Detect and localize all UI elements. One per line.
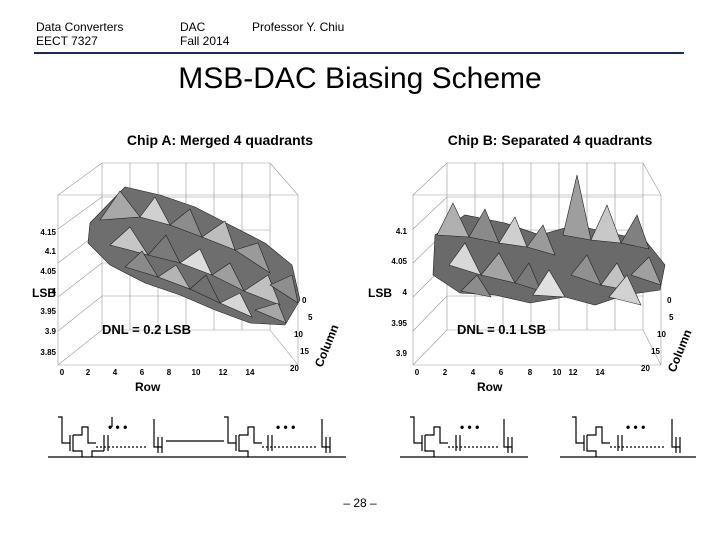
plot-a-dnl: DNL = 0.2 LSB: [102, 322, 191, 337]
x-tick: 6: [499, 368, 504, 377]
x-tick: 12: [569, 368, 578, 377]
x-tick: 14: [246, 368, 255, 377]
y-tick: 10: [294, 330, 303, 339]
topic-info: DAC Fall 2014: [180, 20, 229, 48]
x-tick: 2: [443, 368, 448, 377]
x-tick: 10: [553, 368, 562, 377]
x-tick: 2: [86, 368, 91, 377]
plot-chip-b: Chip B: Separated 4 quadrants: [365, 125, 695, 400]
circuit-merged: • • • • • •: [48, 405, 348, 468]
circuit-separated-wiring: [400, 416, 696, 458]
x-tick: 0: [415, 368, 420, 377]
plot-b-ylabel: Column: [665, 327, 695, 374]
header-divider: [34, 52, 684, 54]
y-tick: 0: [302, 296, 307, 305]
plot-chip-a: Chip A: Merged 4 quadrants: [30, 125, 360, 400]
ellipsis: • • •: [626, 420, 645, 434]
y-tick: 10: [657, 330, 666, 339]
z-tick: 3.9: [396, 349, 408, 358]
z-tick: 3.95: [40, 307, 56, 316]
plot-a-xlabel: Row: [135, 380, 161, 394]
z-tick: 4.15: [40, 228, 56, 237]
z-tick: 3.95: [391, 319, 407, 328]
page-number: – 28 –: [343, 496, 377, 510]
plot-a-xticks: 0 2 4 6 8 10 12 14: [60, 368, 255, 377]
plot-b-title: Chip B: Separated 4 quadrants: [448, 132, 653, 148]
z-tick: 4: [403, 288, 408, 297]
plot-b-zlabel: LSB: [368, 286, 392, 300]
circuit-merged-wiring: [48, 416, 346, 458]
plot-b-xticks: 0 2 4 6 8 10 12 14: [415, 368, 605, 377]
plot-b-xlabel: Row: [477, 380, 503, 394]
plot-b-yticks: 0 5 10 15 20: [641, 296, 674, 373]
x-tick: 14: [596, 368, 605, 377]
x-tick: 0: [60, 368, 65, 377]
circuit-separated: • • • • • •: [400, 405, 700, 468]
y-tick: 20: [641, 364, 650, 373]
author: Professor Y. Chiu: [252, 20, 345, 34]
y-tick: 15: [300, 347, 309, 356]
z-tick: 3.9: [45, 327, 57, 336]
plot-a-yticks: 0 5 10 15 20: [290, 296, 313, 373]
slide-title: MSB-DAC Biasing Scheme: [178, 62, 542, 95]
z-tick: 4.05: [391, 257, 407, 266]
plot-a-zticks: 4.15 4.1 4.05 4 3.95 3.9 3.85: [40, 228, 56, 357]
x-tick: 8: [167, 368, 172, 377]
x-tick: 8: [528, 368, 533, 377]
plot-b-zticks: 4.1 4.05 4 3.95 3.9: [391, 227, 407, 358]
y-tick: 15: [651, 347, 660, 356]
y-tick: 20: [290, 364, 299, 373]
z-tick: 4: [52, 287, 57, 296]
topic: DAC: [180, 20, 206, 34]
x-tick: 4: [471, 368, 476, 377]
term: Fall 2014: [180, 34, 230, 48]
x-tick: 12: [219, 368, 228, 377]
z-tick: 3.85: [40, 348, 56, 357]
ellipsis: • • •: [460, 420, 479, 434]
plot-a-title: Chip A: Merged 4 quadrants: [127, 132, 313, 148]
course-info: Data Converters EECT 7327: [36, 20, 123, 48]
x-tick: 6: [140, 368, 145, 377]
ellipsis: • • •: [276, 420, 295, 434]
y-tick: 5: [669, 313, 674, 322]
z-tick: 4.05: [40, 267, 56, 276]
course-code: EECT 7327: [36, 34, 98, 48]
plot-a-ylabel: Column: [312, 322, 342, 369]
plot-a-surface: [87, 186, 301, 326]
plot-b-dnl: DNL = 0.1 LSB: [457, 322, 546, 337]
y-tick: 5: [308, 313, 313, 322]
ellipsis: • • •: [108, 420, 127, 434]
x-tick: 4: [113, 368, 118, 377]
x-tick: 10: [192, 368, 201, 377]
plot-a-zlabel: LSB: [32, 286, 56, 300]
plot-b-surface: [432, 174, 666, 306]
course-name: Data Converters: [36, 20, 124, 34]
y-tick: 0: [667, 296, 672, 305]
z-tick: 4.1: [45, 247, 57, 256]
z-tick: 4.1: [396, 227, 408, 236]
